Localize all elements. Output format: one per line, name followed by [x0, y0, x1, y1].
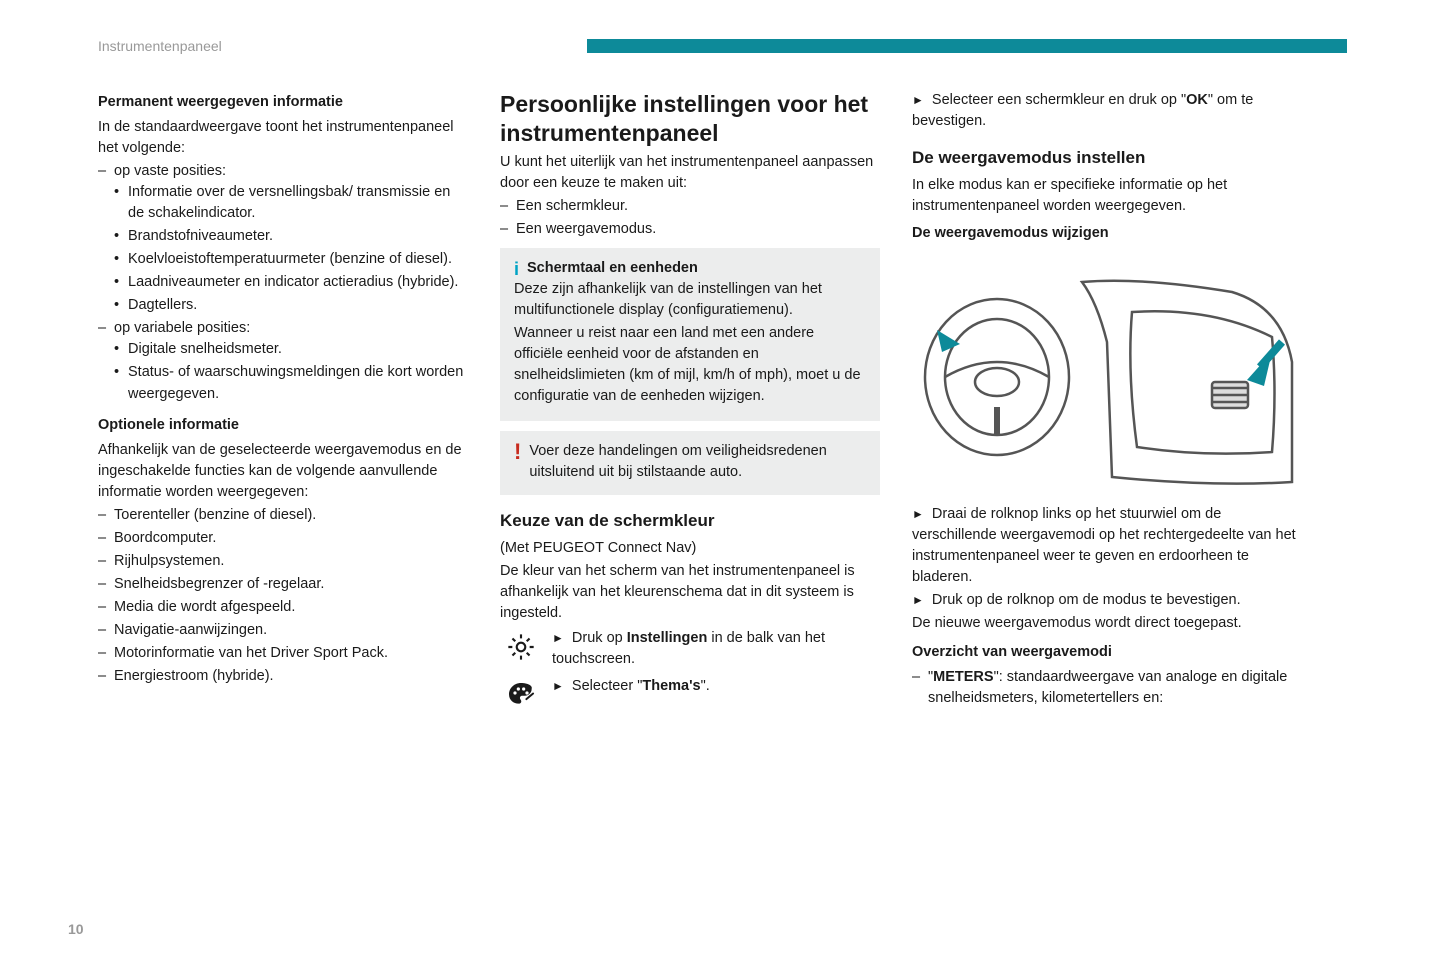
intro-items: Een schermkleur. Een weergavemodus.	[500, 196, 880, 240]
column-2: Persoonlijke instellingen voor het instr…	[500, 90, 880, 713]
list-item: Motorinformatie van het Driver Sport Pac…	[98, 643, 468, 664]
perm-var-items: Digitale snelheidsmeter. Status- of waar…	[114, 339, 468, 404]
list-item: Snelheidsbegrenzer of -regelaar.	[98, 574, 468, 595]
content-columns: Permanent weergegeven informatie In de s…	[98, 90, 1347, 713]
header-accent-bar	[587, 39, 1347, 53]
page-header: Instrumentenpaneel	[98, 36, 1347, 56]
list-item: Status- of waarschuwingsmeldingen die ko…	[114, 362, 468, 404]
step-themes: ► Selecteer "Thema's".	[500, 676, 880, 714]
step-text: ► Draai de rolknop links op het stuurwie…	[912, 504, 1302, 588]
perm-var: op variabele posities: Digitale snelheid…	[98, 318, 468, 404]
section-intro: U kunt het uiterlijk van het instrumente…	[500, 152, 880, 194]
opt-intro: Afhankelijk van de geselecteerde weergav…	[98, 440, 468, 503]
heading-mode-overview: Overzicht van weergavemodi	[912, 642, 1302, 663]
list-item: Energiestroom (hybride).	[98, 666, 468, 687]
list-item: Toerenteller (benzine of diesel).	[98, 505, 468, 526]
list-item: Dagtellers.	[114, 295, 468, 316]
list-item: Een schermkleur.	[500, 196, 880, 217]
chapter-label: Instrumentenpaneel	[98, 36, 222, 56]
heading-screen-color: Keuze van de schermkleur	[500, 509, 880, 534]
gear-icon	[500, 628, 542, 666]
list-item: Boordcomputer.	[98, 528, 468, 549]
perm-var-label: op variabele posities:	[114, 320, 250, 336]
perm-fixed-label: op vaste posities:	[114, 163, 226, 179]
step-text: ► Selecteer een schermkleur en druk op "…	[912, 90, 1302, 132]
list-item: Rijhulpsystemen.	[98, 551, 468, 572]
palette-icon	[500, 676, 542, 714]
list-item: Laadniveaumeter en indicator actieradius…	[114, 272, 468, 293]
list-item: Informatie over de versnellingsbak/ tran…	[114, 182, 468, 224]
screen-color-p: De kleur van het scherm van het instrume…	[500, 561, 880, 624]
t: ".	[701, 678, 710, 694]
warning-box: ! Voer deze handelingen om veiligheidsre…	[500, 431, 880, 495]
list-item: Een weergavemodus.	[500, 219, 880, 240]
list-item: Media die wordt afgespeeld.	[98, 597, 468, 618]
heading-optional-info: Optionele informatie	[98, 415, 468, 436]
t: Instellingen	[627, 630, 708, 646]
section-title: Persoonlijke instellingen voor het instr…	[500, 90, 880, 148]
t: Druk op de rolknop om de modus te bevest…	[932, 592, 1241, 608]
perm-fixed-items: Informatie over de versnellingsbak/ tran…	[114, 182, 468, 316]
column-1: Permanent weergegeven informatie In de s…	[98, 90, 468, 713]
dashboard-illustration	[912, 252, 1302, 492]
list-item: Navigatie-aanwijzingen.	[98, 620, 468, 641]
t: Selecteer een schermkleur en druk op "	[932, 92, 1186, 108]
step-text: ► Druk op Instellingen in de balk van he…	[552, 628, 880, 670]
heading-permanent-info: Permanent weergegeven informatie	[98, 92, 468, 113]
column-3: ► Selecteer een schermkleur en druk op "…	[912, 90, 1302, 713]
mode-applied: De nieuwe weergavemodus wordt direct toe…	[912, 613, 1302, 634]
step-text: ► Selecteer "Thema's".	[552, 676, 710, 697]
t: Draai de rolknop links op het stuurwiel …	[912, 506, 1296, 585]
info-icon: i	[514, 260, 519, 278]
perm-list: op vaste posities: Informatie over de ve…	[98, 161, 468, 404]
list-item: Brandstofniveaumeter.	[114, 226, 468, 247]
t: OK	[1186, 92, 1208, 108]
opt-items: Toerenteller (benzine of diesel). Boordc…	[98, 505, 468, 687]
warning-text: Voer deze handelingen om veiligheidsrede…	[529, 443, 826, 480]
list-item: Digitale snelheidsmeter.	[114, 339, 468, 360]
mode-intro: In elke modus kan er specifieke informat…	[912, 175, 1302, 217]
t: Selecteer "	[572, 678, 642, 694]
t: Druk op	[572, 630, 627, 646]
screen-color-sub: (Met PEUGEOT Connect Nav)	[500, 538, 880, 559]
t: METERS	[933, 669, 993, 685]
heading-display-mode: De weergavemodus instellen	[912, 146, 1302, 171]
perm-fixed: op vaste posities: Informatie over de ve…	[98, 161, 468, 316]
t: Thema's	[642, 678, 700, 694]
page-number: 10	[68, 919, 84, 939]
step-text: ► Druk op de rolknop om de modus te beve…	[912, 590, 1302, 611]
list-item: "METERS": standaardweergave van analoge …	[912, 667, 1302, 709]
warning-icon: !	[514, 441, 521, 463]
info-box-title: Schermtaal en eenheden	[527, 260, 698, 276]
info-box-language: i Schermtaal en eenheden Deze zijn afhan…	[500, 248, 880, 421]
info-box-p2: Wanneer u reist naar een land met een an…	[514, 323, 866, 407]
list-item: Koelvloeistoftemperatuurmeter (benzine o…	[114, 249, 468, 270]
step-settings: ► Druk op Instellingen in de balk van he…	[500, 628, 880, 672]
perm-intro: In de standaardweergave toont het instru…	[98, 117, 468, 159]
info-box-p1: Deze zijn afhankelijk van de instellinge…	[514, 281, 822, 318]
heading-change-mode: De weergavemodus wijzigen	[912, 223, 1302, 244]
overview-list: "METERS": standaardweergave van analoge …	[912, 667, 1302, 709]
